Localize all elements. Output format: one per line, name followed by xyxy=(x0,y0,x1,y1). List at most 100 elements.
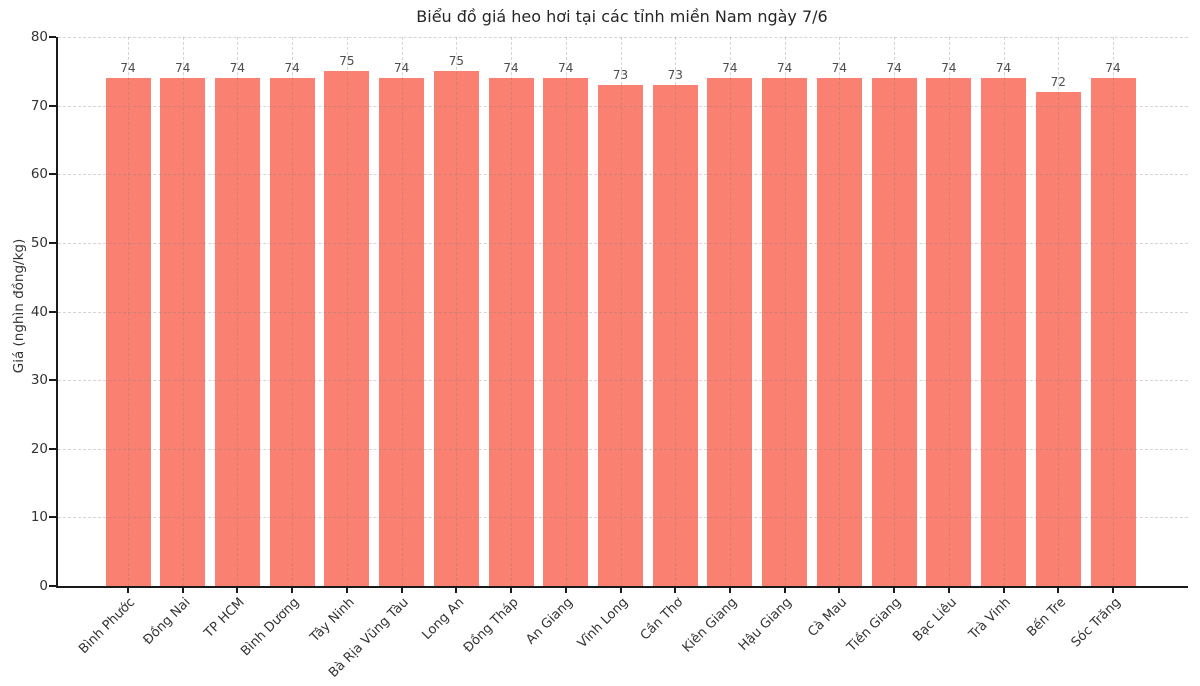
x-tick-label: Tiền Giang xyxy=(844,595,905,655)
y-tick-label: 20 xyxy=(30,440,48,457)
y-tick-mark xyxy=(49,104,56,107)
gridline-horizontal xyxy=(58,105,1188,107)
gridline-vertical xyxy=(675,37,677,586)
bar-value-label: 74 xyxy=(831,61,848,76)
y-tick-label: 80 xyxy=(30,29,48,45)
y-tick-label: 40 xyxy=(30,303,48,320)
plot-area: 0 10 20 30 40 50 60 70 80 74 Bình Phước 74 Đồng Nai 7… xyxy=(31,29,1188,681)
x-tick-mark xyxy=(838,588,841,593)
x-tick-label: Cà Mau xyxy=(805,595,850,640)
y-tick-mark xyxy=(49,241,56,244)
bar xyxy=(707,78,753,586)
x-tick-mark xyxy=(345,588,348,593)
x-tick-label: Đồng Tháp xyxy=(460,595,522,656)
y-tick-mark xyxy=(49,310,56,313)
gridline-vertical xyxy=(182,37,184,586)
bar xyxy=(269,78,315,586)
x-tick-label: Kiên Giang xyxy=(679,595,741,656)
gridline-vertical xyxy=(729,37,731,586)
bar xyxy=(488,78,534,586)
bar xyxy=(105,78,151,586)
x-tick-mark xyxy=(510,588,513,593)
gridline-vertical xyxy=(346,37,348,586)
bar-value-label: 74 xyxy=(995,61,1012,76)
gridline-vertical xyxy=(784,37,786,586)
gridline-horizontal xyxy=(58,242,1188,244)
y-tick-label: 70 xyxy=(30,97,48,114)
gridline-vertical xyxy=(1003,37,1005,586)
bar-value-label: 74 xyxy=(284,61,300,76)
x-tick-mark xyxy=(1112,588,1114,593)
gridline-vertical xyxy=(128,37,129,586)
gridline-vertical xyxy=(839,37,841,586)
x-tick-mark xyxy=(455,588,458,593)
bar xyxy=(214,78,260,586)
bar-value-label: 73 xyxy=(667,68,683,83)
x-tick-mark xyxy=(1002,588,1005,593)
x-tick-label: TP HCM xyxy=(202,595,249,641)
x-tick-label: Bến Tre xyxy=(1024,595,1069,640)
y-tick-mark xyxy=(49,36,56,38)
x-tick-label: Hậu Giang xyxy=(736,595,796,654)
gridline-vertical xyxy=(401,37,403,586)
gridline-vertical xyxy=(948,37,950,586)
y-tick-label: 50 xyxy=(30,234,48,251)
bar xyxy=(871,78,917,586)
bar xyxy=(433,71,479,586)
x-tick-mark xyxy=(783,588,786,593)
y-tick-mark xyxy=(49,516,56,519)
bar-value-label: 74 xyxy=(229,61,246,76)
bar xyxy=(598,85,643,586)
gridline-vertical xyxy=(292,37,294,586)
gridline-vertical xyxy=(456,37,458,586)
bar xyxy=(652,85,698,586)
x-tick-mark xyxy=(181,588,184,593)
y-tick-label: 0 xyxy=(39,578,48,594)
x-tick-label: Cần Thơ xyxy=(637,595,686,644)
bar-value-label: 74 xyxy=(1105,61,1121,76)
x-tick-label: An Giang xyxy=(523,595,577,648)
gridline-horizontal xyxy=(58,174,1188,176)
gridline-horizontal xyxy=(58,380,1188,382)
x-tick-label: Bình Dương xyxy=(238,595,303,660)
gridline-vertical xyxy=(894,37,896,586)
x-tick-mark xyxy=(564,588,567,593)
gridline-vertical xyxy=(620,37,622,586)
bar xyxy=(160,78,206,586)
gridline-vertical xyxy=(1058,37,1060,586)
bar-value-label: 74 xyxy=(393,61,410,76)
y-tick-mark xyxy=(49,447,56,450)
gridline-vertical xyxy=(511,37,513,586)
x-tick-label: Đồng Nai xyxy=(140,595,194,649)
bar-value-label: 74 xyxy=(722,61,738,76)
x-tick-mark xyxy=(236,588,239,593)
bar xyxy=(324,71,370,586)
x-tick-mark xyxy=(127,588,129,593)
y-tick-label: 30 xyxy=(30,372,48,389)
bar xyxy=(926,78,972,586)
gridline-horizontal xyxy=(58,311,1188,313)
gridline-horizontal xyxy=(58,517,1188,519)
bar xyxy=(981,78,1027,586)
x-tick-mark xyxy=(893,588,896,593)
x-tick-mark xyxy=(947,588,950,593)
bar-value-label: 74 xyxy=(120,61,136,76)
x-tick-label: Tây Ninh xyxy=(307,595,358,646)
bar-value-label: 74 xyxy=(886,61,902,76)
bar-value-label: 74 xyxy=(558,61,574,76)
y-tick-mark xyxy=(49,585,56,587)
x-tick-label: Long An xyxy=(419,595,467,643)
bar-value-label: 72 xyxy=(1050,74,1066,89)
x-tick-mark xyxy=(1057,588,1060,593)
x-tick-label: Bạc Liêu xyxy=(909,595,960,645)
bar-value-label: 74 xyxy=(941,61,957,76)
x-tick-mark xyxy=(291,588,294,593)
x-tick-mark xyxy=(674,588,677,593)
y-tick-mark xyxy=(49,379,56,382)
x-tick-mark xyxy=(728,588,731,593)
gridline-vertical xyxy=(237,37,239,586)
bar-value-label: 74 xyxy=(175,61,191,76)
x-tick-mark xyxy=(400,588,403,593)
gridline-vertical xyxy=(1113,37,1114,586)
